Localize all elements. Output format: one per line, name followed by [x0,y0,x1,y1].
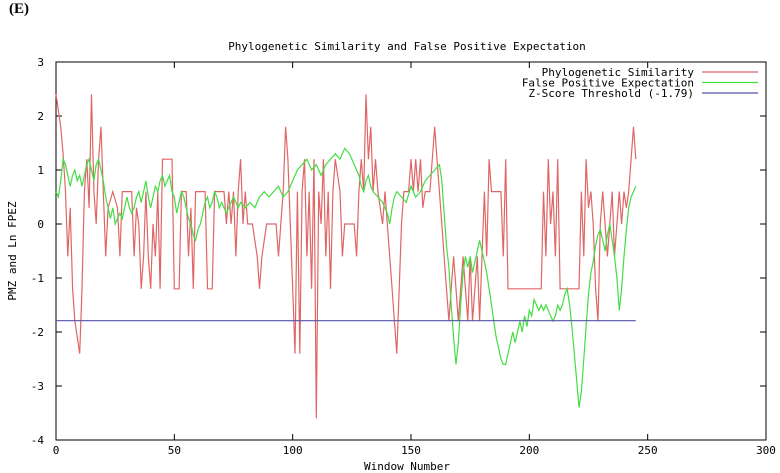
series-line-false-positive-expectation [55,147,637,408]
x-tick-label: 300 [756,444,776,457]
legend-label: Phylogenetic Similarity [542,66,695,79]
y-axis-label: PMZ and Ln FPEZ [6,201,19,301]
plot-frame [55,61,767,441]
x-tick-label: 150 [401,444,421,457]
y-tick-label: 3 [37,56,44,69]
x-tick-label: 0 [53,444,60,457]
y-tick-label: -2 [31,326,44,339]
y-tick-label: -3 [31,380,44,393]
x-tick-label: 100 [283,444,303,457]
y-tick-label: -4 [31,434,45,447]
x-tick-label: 250 [638,444,658,457]
x-tick-label: 50 [168,444,181,457]
panel-label: (E) [9,1,29,17]
y-axis: -4 -3 -2 -1 0 1 2 3 [31,56,766,447]
series-line-phylogenetic-similarity [55,94,637,419]
legend-label: False Positive Expectation [522,77,694,90]
legend-label: Z-Score Threshold (-1.79) [528,87,694,100]
x-axis: 0 50 100 150 200 250 300 [53,62,776,457]
y-tick-label: -1 [31,272,44,285]
x-tick-label: 200 [519,444,539,457]
y-tick-label: 0 [37,218,44,231]
chart-title: Phylogenetic Similarity and False Positi… [228,40,586,53]
x-axis-label: Window Number [364,460,450,473]
y-tick-label: 1 [37,164,44,177]
y-tick-label: 2 [37,110,44,123]
series-layer [55,94,637,419]
